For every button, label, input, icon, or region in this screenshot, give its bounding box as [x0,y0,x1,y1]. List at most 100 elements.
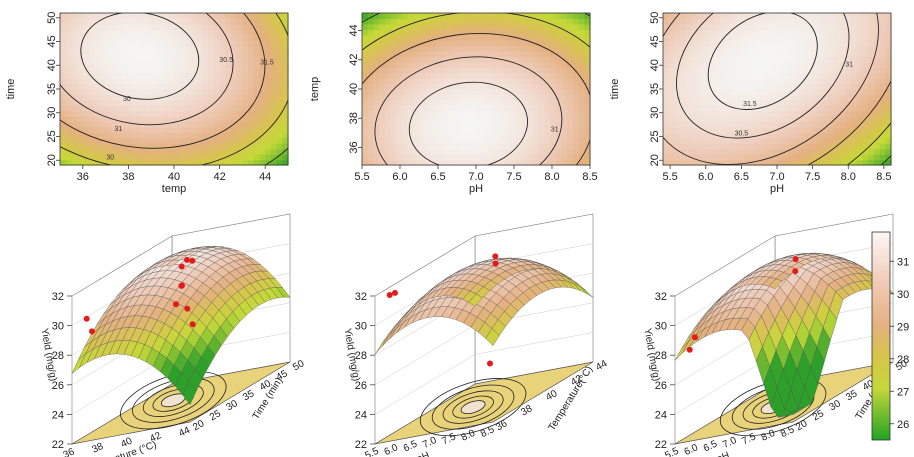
heatmap-cell [691,78,698,85]
heatmap-cell [88,116,95,123]
heatmap-cell [441,78,449,85]
heatmap-cell [555,127,563,134]
heatmap-cell [424,127,431,134]
heatmap-cell [122,40,129,47]
heatmap-cell [668,29,675,36]
heatmap-cell [236,56,243,63]
heatmap-cell [544,159,551,166]
heatmap-cell [685,89,693,96]
heatmap-cell [282,89,289,96]
heatmap-cell [754,45,761,52]
heatmap-cell [77,143,84,150]
heatmap-cell [799,61,807,68]
heatmap-cell [145,132,152,139]
heatmap-cell [515,99,523,106]
heatmap-cell [407,18,414,25]
heatmap-cell [828,34,835,41]
heatmap-cell [236,61,243,68]
heatmap-cell [731,143,738,150]
heatmap-cell [242,23,249,30]
heatmap-cell [94,78,101,85]
heatmap-cell [424,116,431,123]
heatmap-cell [276,18,283,25]
heatmap-cell [162,78,169,85]
heatmap-cell [515,23,523,30]
heatmap-cell [538,132,545,139]
z-tick-label: 26 [52,380,64,392]
heatmap-cell [384,105,392,112]
heatmap-cell [544,127,551,134]
heatmap-cell [128,99,135,106]
heatmap-cell [82,40,90,47]
heatmap-cell [510,56,517,63]
heatmap-cell [691,159,698,166]
heatmap-cell [702,45,710,52]
heatmap-cell [196,105,204,112]
heatmap-cell [88,159,95,166]
heatmap-cell [225,83,232,90]
heatmap-cell [105,56,112,63]
heatmap-cell [105,23,112,30]
heatmap-cell [708,51,715,58]
heatmap-cell [748,105,755,112]
heatmap-cell [550,154,557,161]
heatmap-cell [708,143,715,150]
heatmap-cell [714,159,721,166]
heatmap-cell [248,89,255,96]
heatmap-cell [99,89,107,96]
heatmap-cell [527,143,534,150]
heatmap-cells [663,13,892,166]
heatmap-cell [862,89,869,96]
heatmap-cell [816,78,824,85]
heatmap-cell [191,72,198,79]
y-tick-label: 20 [191,418,207,433]
heatmap-cell [242,51,249,58]
heatmap-cell [544,18,551,25]
heatmap-cell [782,67,789,74]
heatmap-cell [407,67,414,74]
heatmap-cell [71,127,78,134]
heatmap-cell [447,127,454,134]
heatmap-cell [533,89,540,96]
x-tick-label: 5.5 [663,446,681,457]
heatmap-cell [561,45,568,52]
heatmap-cell [862,137,869,144]
heatmap-cell [504,132,511,139]
heatmap-cell [122,154,129,161]
heatmap-cell [396,99,403,106]
heatmap-cell [493,23,500,30]
heatmap-cell [811,56,818,63]
heatmap-cell [413,137,420,144]
heatmap-cell [379,29,386,36]
data-point [179,282,185,289]
heatmap-cell [663,94,670,101]
heatmap-cell [82,116,90,123]
heatmap-cell [533,67,540,74]
heatmap-cell [737,116,744,123]
heatmap-cell [771,40,778,47]
heatmap-cell [208,56,215,63]
heatmap-cell [248,137,255,144]
heatmap-cell [253,132,261,139]
heatmap-cell [856,13,864,20]
heatmap-cell [550,121,557,128]
heatmap-cell [782,18,789,25]
heatmap-cell [879,56,886,63]
heatmap-cell [708,121,715,128]
heatmap-cell [834,83,841,90]
heatmap-cell [413,148,420,155]
contour-label: 31 [551,127,559,134]
heatmap-cell [550,148,557,155]
heatmap-cell [179,83,186,90]
heatmap-cell [498,99,506,106]
heatmap-cell [99,61,107,68]
heatmap-cell [805,94,812,101]
heatmap-cell [99,127,107,134]
data-point [487,360,493,367]
heatmap-cell [105,94,112,101]
heatmap-cell [162,51,169,58]
heatmap-cell [367,51,374,58]
heatmap-cell [270,132,278,139]
heatmap-cell [714,61,721,68]
heatmap-cell [390,61,397,68]
